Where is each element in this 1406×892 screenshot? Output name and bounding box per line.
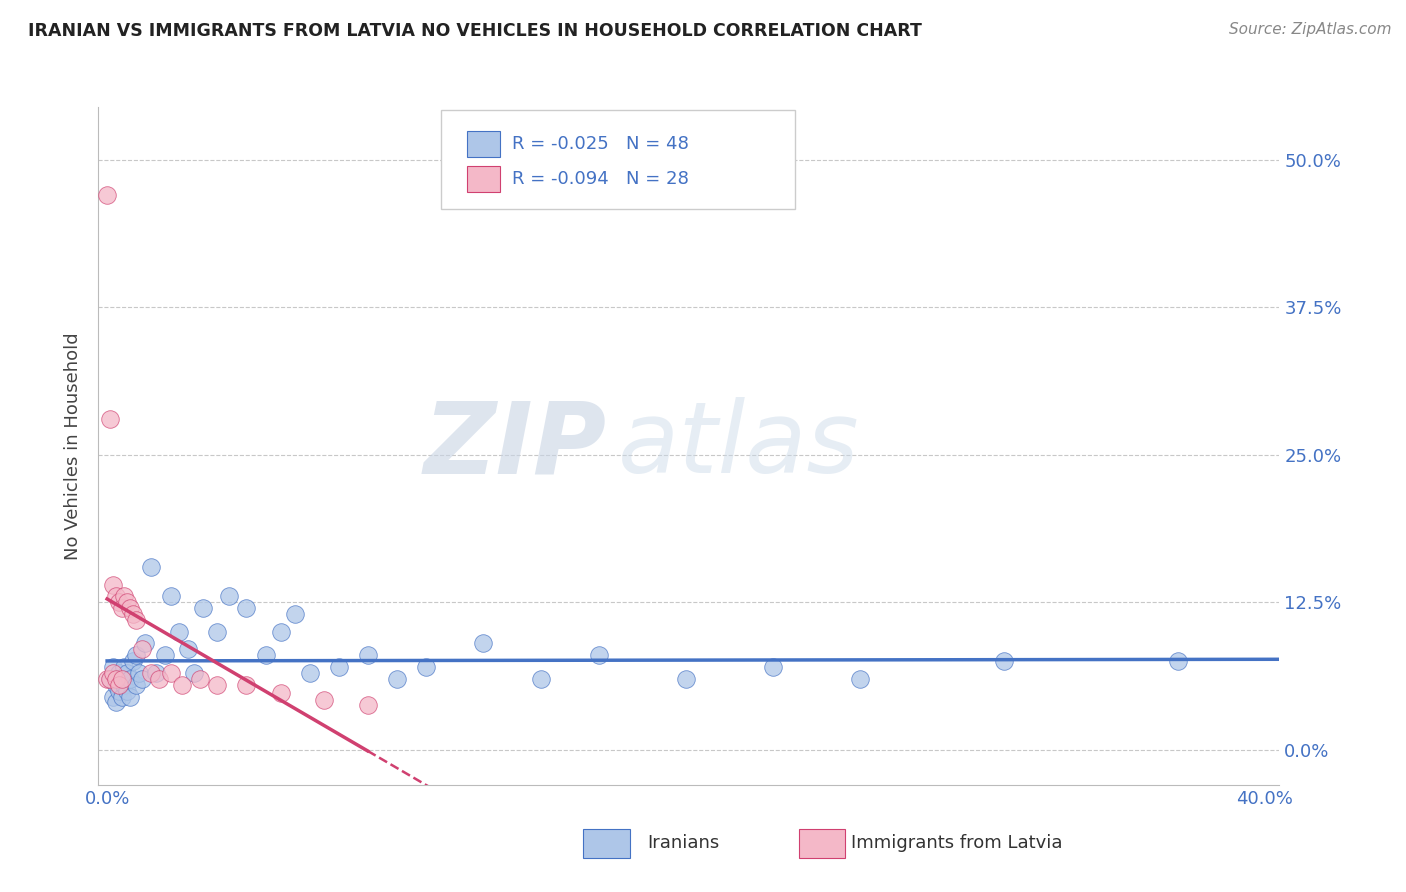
Point (110, 690, 132, 704)
Point (314, 693, 336, 707)
Y-axis label: No Vehicles in Household: No Vehicles in Household (65, 332, 83, 560)
Text: ZIP: ZIP (423, 398, 606, 494)
Point (134, 636, 156, 650)
Point (235, 601, 257, 615)
Point (114, 660, 136, 674)
Point (110, 672, 132, 686)
Text: R = -0.094   N = 28: R = -0.094 N = 28 (512, 169, 689, 188)
Point (675, 672, 697, 686)
Point (172, 678, 194, 692)
Point (993, 654, 1015, 668)
Point (101, 660, 124, 674)
Point (96, 672, 118, 686)
Point (125, 678, 148, 692)
Point (101, 577, 124, 591)
Point (159, 590, 181, 604)
Point (588, 648, 610, 663)
Point (122, 607, 145, 621)
Point (298, 665, 321, 680)
Point (114, 678, 136, 692)
Point (169, 624, 191, 639)
Point (104, 672, 127, 686)
Point (110, 601, 132, 615)
Point (107, 678, 129, 692)
Point (191, 601, 214, 615)
Point (183, 665, 205, 680)
Point (104, 695, 127, 709)
FancyBboxPatch shape (441, 111, 796, 209)
Point (117, 665, 139, 680)
Point (131, 642, 153, 657)
Point (107, 683, 129, 698)
Point (98, 672, 121, 686)
Point (131, 672, 153, 686)
FancyBboxPatch shape (467, 166, 501, 192)
Point (120, 672, 142, 686)
Point (110, 672, 132, 686)
Point (104, 678, 127, 692)
Point (145, 665, 167, 680)
Point (153, 648, 176, 663)
Point (205, 678, 228, 692)
Point (120, 601, 142, 615)
Point (98, 672, 121, 686)
Point (148, 672, 170, 686)
Point (117, 683, 139, 698)
Point (120, 690, 142, 704)
Point (96, 188, 118, 202)
Point (356, 648, 378, 663)
Point (415, 660, 437, 674)
Point (1167, 654, 1189, 668)
Text: IRANIAN VS IMMIGRANTS FROM LATVIA NO VEHICLES IN HOUSEHOLD CORRELATION CHART: IRANIAN VS IMMIGRANTS FROM LATVIA NO VEH… (28, 22, 922, 40)
Point (284, 607, 307, 621)
Text: R = -0.025   N = 48: R = -0.025 N = 48 (512, 136, 689, 153)
Point (122, 654, 145, 668)
Point (139, 665, 162, 680)
Point (235, 678, 257, 692)
Point (117, 595, 139, 609)
Text: atlas: atlas (619, 398, 859, 494)
Text: Iranians: Iranians (647, 834, 718, 852)
Point (270, 624, 292, 639)
Text: Immigrants from Latvia: Immigrants from Latvia (851, 834, 1062, 852)
Point (107, 665, 129, 680)
Point (848, 672, 870, 686)
Point (188, 672, 211, 686)
Point (101, 690, 124, 704)
Point (125, 648, 148, 663)
Point (328, 660, 350, 674)
Point (101, 665, 124, 680)
Point (125, 613, 148, 627)
Point (762, 660, 785, 674)
Point (114, 590, 136, 604)
Point (104, 590, 127, 604)
Point (385, 672, 408, 686)
Point (270, 686, 292, 700)
Point (218, 590, 240, 604)
Point (159, 665, 181, 680)
Point (205, 624, 228, 639)
Text: Source: ZipAtlas.com: Source: ZipAtlas.com (1229, 22, 1392, 37)
Point (472, 636, 495, 650)
FancyBboxPatch shape (467, 131, 501, 157)
Point (177, 642, 200, 657)
Point (128, 665, 150, 680)
Point (107, 595, 129, 609)
Point (98, 412, 121, 426)
Point (530, 672, 553, 686)
Point (139, 559, 162, 574)
Point (356, 698, 378, 712)
Point (254, 648, 277, 663)
